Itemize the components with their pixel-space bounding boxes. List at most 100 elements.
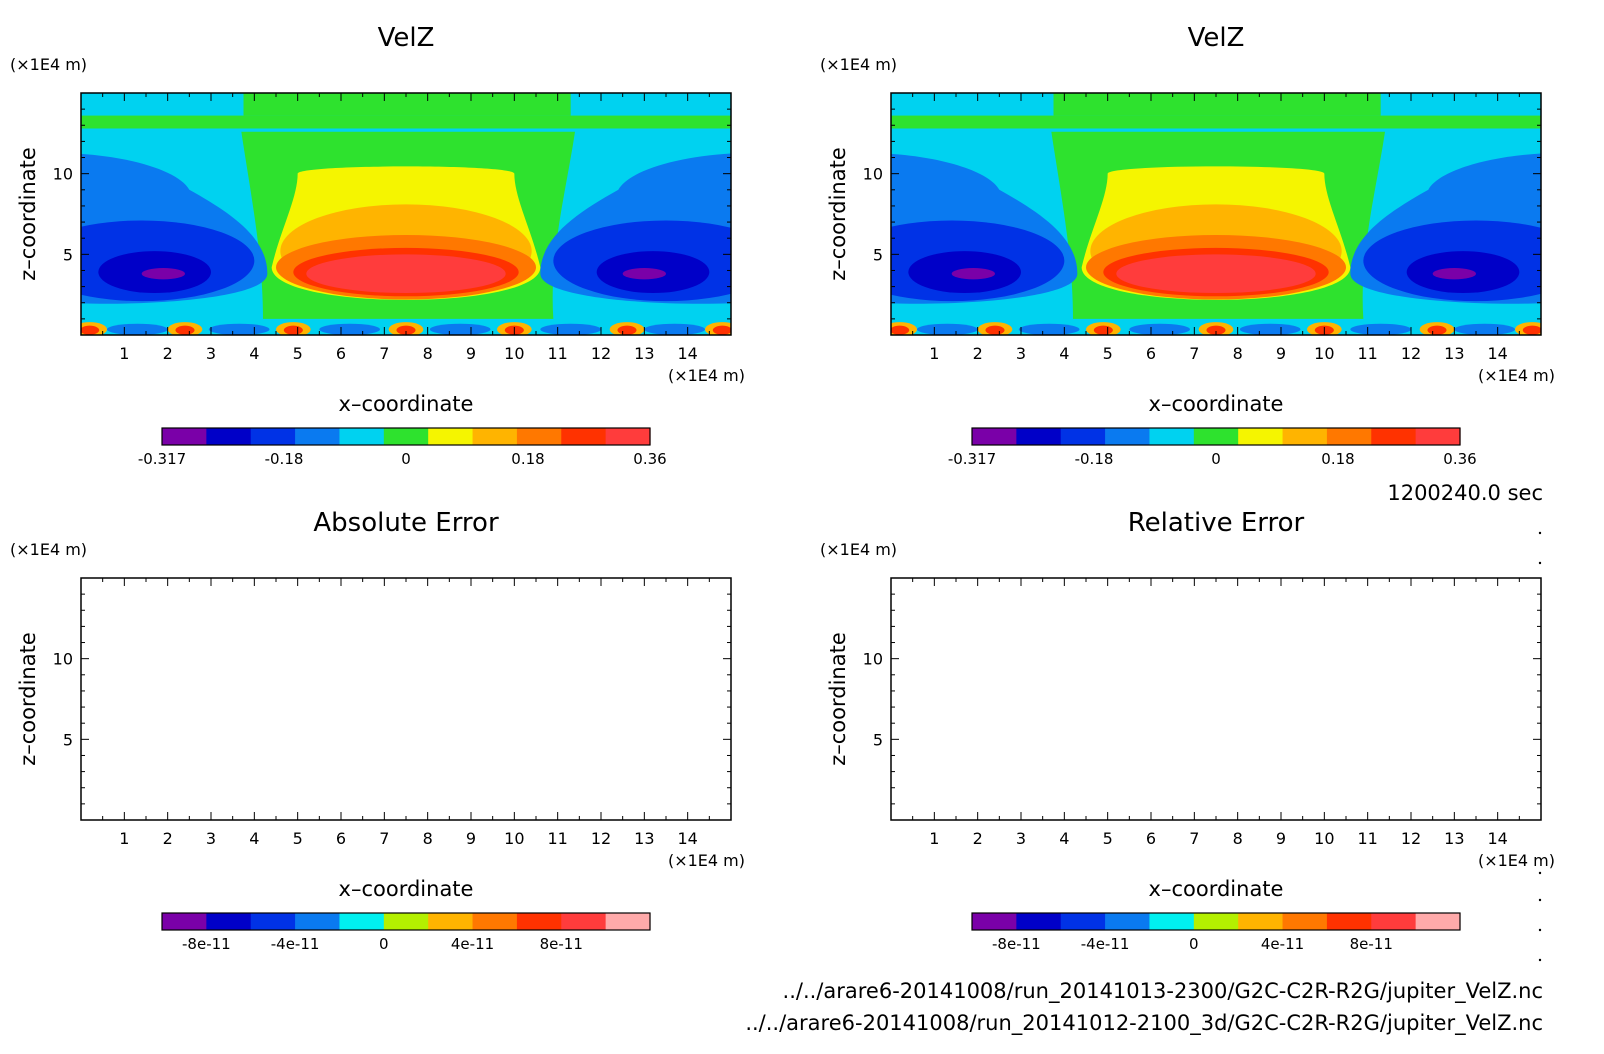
colorbar-swatch <box>1238 428 1284 445</box>
colorbar: -8e-11 -4e-11 0 4e-11 8e-11 <box>161 912 651 953</box>
x-tick-label: 1 <box>119 829 129 848</box>
file-path-1: ../../arare6-20141008/run_20141013-2300/… <box>783 979 1543 1004</box>
colorbar-swatch <box>1371 913 1417 930</box>
x-tick-label: 10 <box>1314 829 1334 848</box>
colorbar-swatch <box>339 428 385 445</box>
field-contour <box>712 325 731 335</box>
x-tick-label: 2 <box>973 829 983 848</box>
x-tick-label: 1 <box>929 829 939 848</box>
file-path-2: ../../arare6-20141008/run_20141012-2100_… <box>745 1011 1543 1036</box>
x-axis-label: x–coordinate <box>339 877 474 901</box>
colorbar: -0.317 -0.18 0 0.18 0.36 <box>948 427 1477 468</box>
x-tick-label: 5 <box>1103 344 1113 363</box>
x-tick-label: 14 <box>1487 829 1507 848</box>
z-unit-label: (×1E4 m) <box>820 55 897 74</box>
colorbar-swatch <box>1371 428 1417 445</box>
colorbar-swatch <box>1326 428 1372 445</box>
x-tick-label: 9 <box>466 829 476 848</box>
x-tick-label: 7 <box>1189 829 1199 848</box>
colorbar-label: -8e-11 <box>992 935 1041 953</box>
panel-title: VelZ <box>1188 23 1245 53</box>
x-tick-label: 14 <box>677 829 697 848</box>
x-tick-label: 13 <box>1444 829 1464 848</box>
x-unit-label: (×1E4 m) <box>668 851 745 870</box>
x-tick-label: 5 <box>293 344 303 363</box>
x-axis-label: x–coordinate <box>1149 877 1284 901</box>
colorbar-swatch <box>1149 428 1195 445</box>
field-contour <box>1116 254 1316 294</box>
colorbar-swatch <box>1016 913 1062 930</box>
x-tick-label: 8 <box>423 829 433 848</box>
x-tick-label: 7 <box>1189 344 1199 363</box>
z-tick-label: 10 <box>863 165 883 184</box>
plot-area <box>891 93 1541 335</box>
colorbar-frame <box>971 912 1461 931</box>
x-tick-label: 6 <box>336 344 346 363</box>
colorbar-label: -0.317 <box>948 450 996 468</box>
colorbar-swatch <box>162 428 207 445</box>
x-tick-label: 9 <box>1276 344 1286 363</box>
colorbar-swatch <box>561 428 607 445</box>
colorbar-swatch <box>250 428 296 445</box>
x-axis-label: x–coordinate <box>339 392 474 416</box>
field-contour <box>644 323 706 335</box>
panel-title: Absolute Error <box>313 508 499 538</box>
colorbar-label: 8e-11 <box>540 935 583 953</box>
field-negative-lobes <box>891 153 1541 304</box>
panel-2: VelZ(×1E4 m)1 2 3 4 5 6 7 8 9 10 11 12 13 14510(×1E4 … <box>820 23 1555 468</box>
z-axis-label: z–coordinate <box>16 147 40 281</box>
colorbar-swatch <box>162 913 207 930</box>
z-tick-label: 5 <box>873 245 883 264</box>
x-unit-label: (×1E4 m) <box>1478 366 1555 385</box>
margin-dots <box>1538 531 1542 962</box>
colorbar-label: -8e-11 <box>182 935 231 953</box>
field-contour <box>1522 325 1541 335</box>
colorbar-label: 0 <box>379 935 389 953</box>
x-tick-label: 14 <box>677 344 697 363</box>
panel-title: VelZ <box>378 23 435 53</box>
x-tick-label: 10 <box>504 344 524 363</box>
x-tick-label: 9 <box>1276 829 1286 848</box>
colorbar-swatch <box>383 428 429 445</box>
field-contour <box>1432 268 1476 280</box>
z-tick-label: 10 <box>53 165 73 184</box>
colorbar-label: 8e-11 <box>1350 935 1393 953</box>
z-unit-label: (×1E4 m) <box>10 55 87 74</box>
x-tick-label: 10 <box>1314 344 1334 363</box>
colorbar-swatch <box>428 913 474 930</box>
field-contour <box>622 268 666 280</box>
x-tick-label: 13 <box>634 829 654 848</box>
z-tick-label: 5 <box>63 730 73 749</box>
colorbar-label: 0 <box>1211 450 1221 468</box>
z-unit-label: (×1E4 m) <box>10 540 87 559</box>
colorbar-swatch <box>472 428 518 445</box>
colorbar-label: -0.18 <box>265 450 304 468</box>
z-tick-label: 10 <box>863 650 883 669</box>
field-contour <box>1350 323 1411 335</box>
colorbar-swatch <box>605 913 651 930</box>
colorbar-label: 0 <box>401 450 411 468</box>
field-contour <box>891 325 910 335</box>
colorbar-swatch <box>1282 913 1328 930</box>
colorbar-label: -0.18 <box>1075 450 1114 468</box>
x-unit-label: (×1E4 m) <box>1478 851 1555 870</box>
colorbar-swatch <box>1282 428 1328 445</box>
colorbar-swatch <box>561 913 607 930</box>
x-tick-label: 1 <box>119 344 129 363</box>
field-contour <box>396 325 416 335</box>
colorbar-frame <box>161 427 651 446</box>
time-label: 1200240.0 sec <box>1387 481 1543 505</box>
x-tick-label: 8 <box>1233 829 1243 848</box>
colorbar-label: 0.18 <box>511 450 544 468</box>
x-tick-label: 7 <box>379 344 389 363</box>
colorbar-swatch <box>1105 913 1151 930</box>
colorbar-swatch <box>1193 428 1239 445</box>
x-tick-label: 6 <box>1146 344 1156 363</box>
x-tick-label: 11 <box>547 829 567 848</box>
colorbar-swatch <box>206 913 252 930</box>
colorbar-swatch <box>1193 913 1239 930</box>
x-tick-label: 2 <box>973 344 983 363</box>
x-tick-label: 4 <box>249 829 259 848</box>
field-contour <box>106 323 168 335</box>
